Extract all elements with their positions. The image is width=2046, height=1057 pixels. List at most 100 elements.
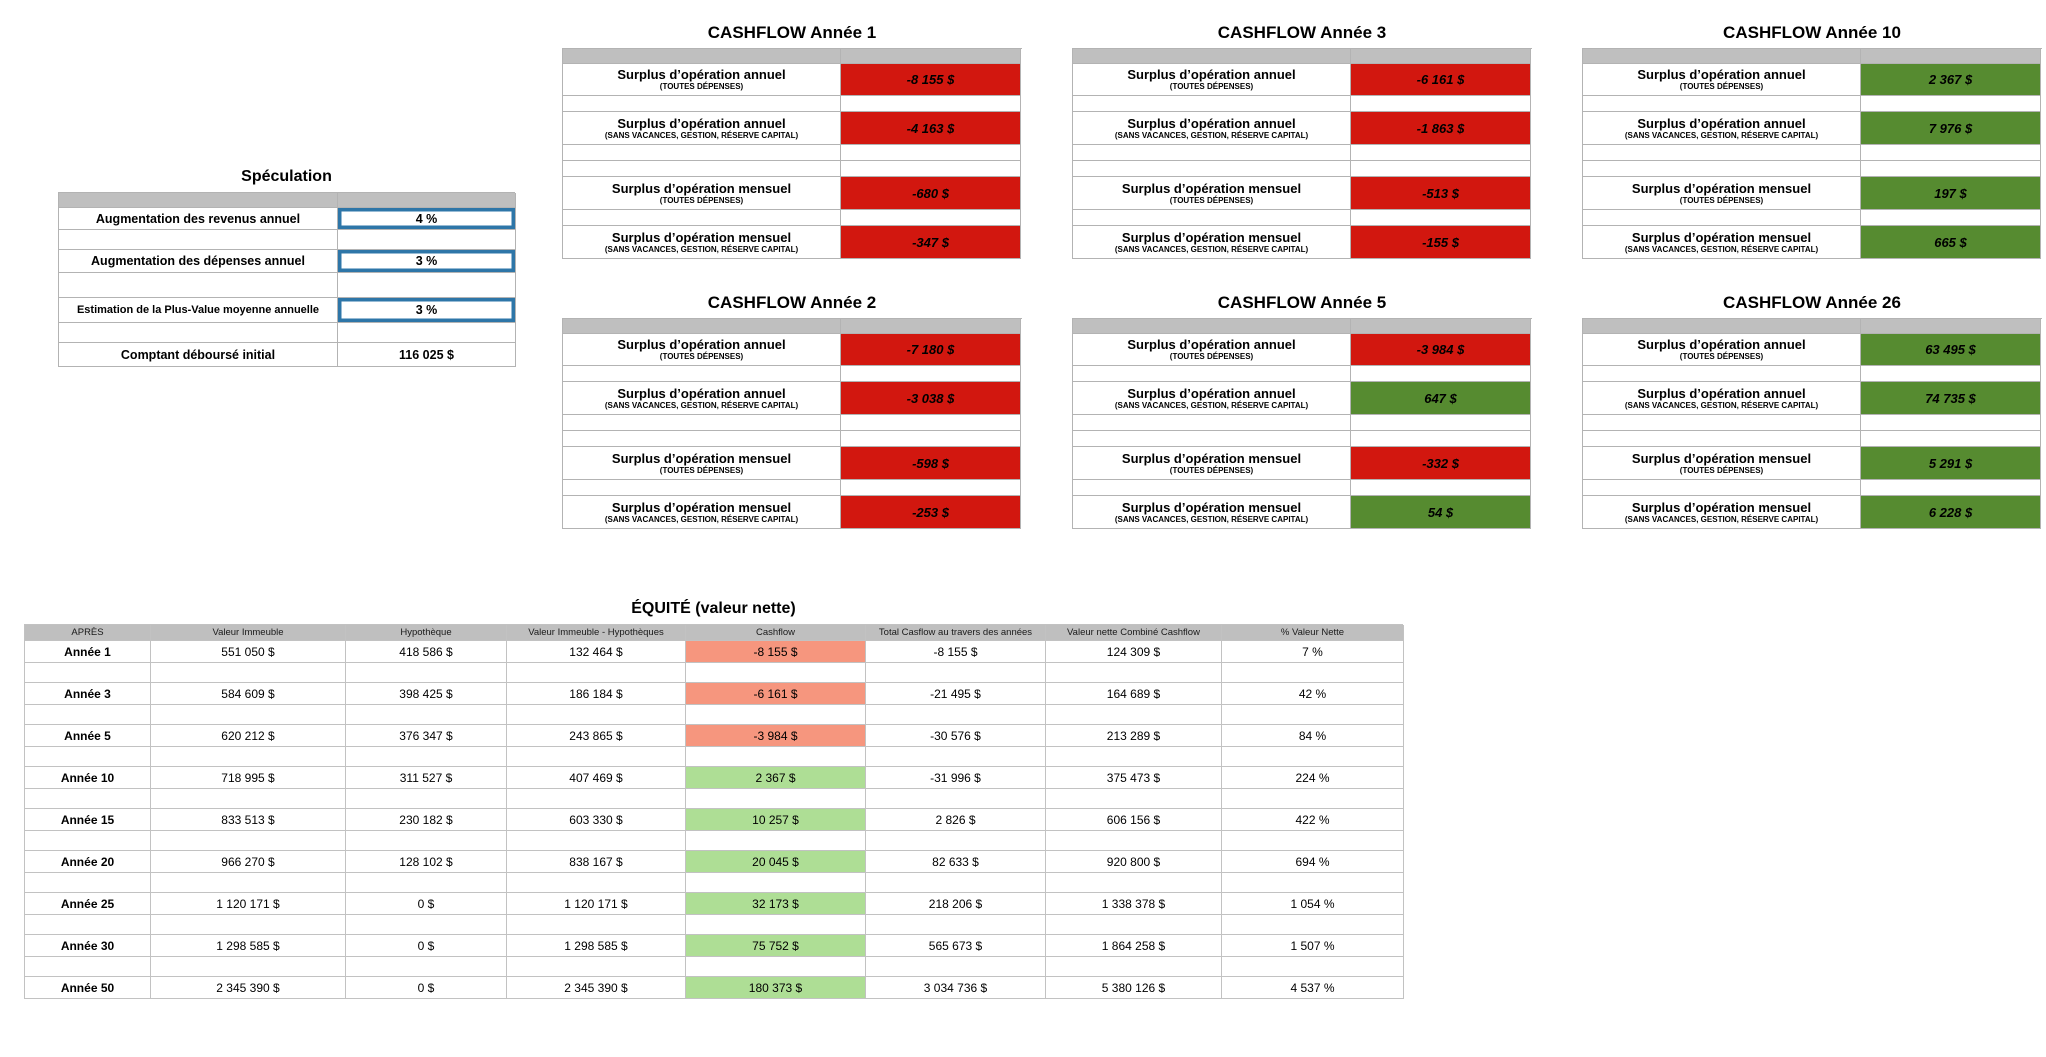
cashflow-value-cell[interactable]: -332 $ (1351, 447, 1531, 480)
equity-cell-pct[interactable]: 224 % (1222, 767, 1404, 789)
equity-cell-total-cashflow[interactable]: -8 155 $ (866, 641, 1046, 663)
equity-cell-cashflow[interactable]: 32 173 $ (686, 893, 866, 915)
equity-cell-cashflow[interactable]: 20 045 $ (686, 851, 866, 873)
cashflow-value-cell[interactable]: -4 163 $ (841, 112, 1021, 145)
equity-cell-hypotheque[interactable]: 0 $ (346, 977, 507, 999)
equity-cell-vi-hyp[interactable]: 243 865 $ (507, 725, 686, 747)
cashflow-value-cell[interactable]: -3 038 $ (841, 382, 1021, 415)
equity-cell-annee[interactable]: Année 25 (25, 893, 151, 915)
equity-cell-cashflow[interactable]: -8 155 $ (686, 641, 866, 663)
equity-cell-cashflow[interactable]: 180 373 $ (686, 977, 866, 999)
cashflow-value-cell[interactable]: -3 984 $ (1351, 334, 1531, 366)
equity-cell-hypotheque[interactable]: 398 425 $ (346, 683, 507, 705)
equity-cell-total-cashflow[interactable]: 218 206 $ (866, 893, 1046, 915)
cashflow-value-cell[interactable]: 54 $ (1351, 496, 1531, 529)
equity-cell-valeur-nette[interactable]: 124 309 $ (1046, 641, 1222, 663)
equity-cell-hypotheque[interactable]: 128 102 $ (346, 851, 507, 873)
equity-cell-pct[interactable]: 422 % (1222, 809, 1404, 831)
equity-cell-pct[interactable]: 1 507 % (1222, 935, 1404, 957)
equity-cell-pct[interactable]: 694 % (1222, 851, 1404, 873)
equity-cell-total-cashflow[interactable]: 82 633 $ (866, 851, 1046, 873)
equity-cell-annee[interactable]: Année 30 (25, 935, 151, 957)
equity-cell-pct[interactable]: 1 054 % (1222, 893, 1404, 915)
cashflow-value-cell[interactable]: 6 228 $ (1861, 496, 2041, 529)
cashflow-value-cell[interactable]: -513 $ (1351, 177, 1531, 210)
equity-cell-annee[interactable]: Année 10 (25, 767, 151, 789)
equity-cell-valeur-immeuble[interactable]: 1 120 171 $ (151, 893, 346, 915)
equity-cell-annee[interactable]: Année 3 (25, 683, 151, 705)
equity-cell-vi-hyp[interactable]: 132 464 $ (507, 641, 686, 663)
cashflow-value-cell[interactable]: -155 $ (1351, 226, 1531, 259)
equity-cell-vi-hyp[interactable]: 603 330 $ (507, 809, 686, 831)
speculation-input-cell-revenus[interactable]: 4 % (338, 208, 516, 230)
speculation-input-cell-plus-value[interactable]: 3 % (338, 298, 516, 323)
cashflow-value-cell[interactable]: 647 $ (1351, 382, 1531, 415)
equity-cell-annee[interactable]: Année 50 (25, 977, 151, 999)
speculation-input-cell-depenses[interactable]: 3 % (338, 250, 516, 273)
equity-cell-hypotheque[interactable]: 230 182 $ (346, 809, 507, 831)
cashflow-value-cell[interactable]: 665 $ (1861, 226, 2041, 259)
equity-cell-annee[interactable]: Année 20 (25, 851, 151, 873)
equity-cell-cashflow[interactable]: 75 752 $ (686, 935, 866, 957)
equity-cell-vi-hyp[interactable]: 838 167 $ (507, 851, 686, 873)
equity-cell-annee[interactable]: Année 15 (25, 809, 151, 831)
cashflow-value-cell[interactable]: 197 $ (1861, 177, 2041, 210)
equity-cell-valeur-nette[interactable]: 920 800 $ (1046, 851, 1222, 873)
cashflow-value-cell[interactable]: -6 161 $ (1351, 64, 1531, 96)
equity-cell-hypotheque[interactable]: 376 347 $ (346, 725, 507, 747)
cashflow-value-cell[interactable]: -253 $ (841, 496, 1021, 529)
equity-cell-cashflow[interactable]: -3 984 $ (686, 725, 866, 747)
equity-cell-valeur-immeuble[interactable]: 833 513 $ (151, 809, 346, 831)
equity-cell-total-cashflow[interactable]: 565 673 $ (866, 935, 1046, 957)
equity-cell-vi-hyp[interactable]: 1 120 171 $ (507, 893, 686, 915)
equity-cell-valeur-nette[interactable]: 1 864 258 $ (1046, 935, 1222, 957)
equity-cell-valeur-nette[interactable]: 164 689 $ (1046, 683, 1222, 705)
equity-cell-vi-hyp[interactable]: 186 184 $ (507, 683, 686, 705)
equity-cell-pct[interactable]: 84 % (1222, 725, 1404, 747)
equity-cell-valeur-nette[interactable]: 606 156 $ (1046, 809, 1222, 831)
equity-cell-valeur-immeuble[interactable]: 551 050 $ (151, 641, 346, 663)
equity-cell-total-cashflow[interactable]: -30 576 $ (866, 725, 1046, 747)
equity-cell-valeur-immeuble[interactable]: 2 345 390 $ (151, 977, 346, 999)
equity-cell-annee[interactable]: Année 5 (25, 725, 151, 747)
equity-cell-valeur-immeuble[interactable]: 620 212 $ (151, 725, 346, 747)
equity-cell-vi-hyp[interactable]: 1 298 585 $ (507, 935, 686, 957)
equity-cell-vi-hyp[interactable]: 2 345 390 $ (507, 977, 686, 999)
equity-cell-valeur-immeuble[interactable]: 718 995 $ (151, 767, 346, 789)
speculation-cell-comptant[interactable]: 116 025 $ (338, 343, 516, 367)
cashflow-value-cell[interactable]: 5 291 $ (1861, 447, 2041, 480)
cashflow-value-cell[interactable]: 2 367 $ (1861, 64, 2041, 96)
equity-cell-total-cashflow[interactable]: -21 495 $ (866, 683, 1046, 705)
cashflow-value-cell[interactable]: -1 863 $ (1351, 112, 1531, 145)
cashflow-value-cell[interactable]: 63 495 $ (1861, 334, 2041, 366)
equity-cell-total-cashflow[interactable]: 3 034 736 $ (866, 977, 1046, 999)
equity-cell-valeur-immeuble[interactable]: 966 270 $ (151, 851, 346, 873)
equity-cell-valeur-immeuble[interactable]: 584 609 $ (151, 683, 346, 705)
equity-cell-annee[interactable]: Année 1 (25, 641, 151, 663)
equity-cell-valeur-immeuble[interactable]: 1 298 585 $ (151, 935, 346, 957)
equity-cell-total-cashflow[interactable]: 2 826 $ (866, 809, 1046, 831)
equity-cell-total-cashflow[interactable]: -31 996 $ (866, 767, 1046, 789)
cashflow-value-cell[interactable]: -347 $ (841, 226, 1021, 259)
equity-cell-hypotheque[interactable]: 311 527 $ (346, 767, 507, 789)
equity-cell-cashflow[interactable]: 2 367 $ (686, 767, 866, 789)
equity-cell-valeur-nette[interactable]: 213 289 $ (1046, 725, 1222, 747)
equity-cell-valeur-nette[interactable]: 5 380 126 $ (1046, 977, 1222, 999)
equity-cell-hypotheque[interactable]: 0 $ (346, 935, 507, 957)
equity-cell-vi-hyp[interactable]: 407 469 $ (507, 767, 686, 789)
equity-cell-cashflow[interactable]: -6 161 $ (686, 683, 866, 705)
cashflow-value-cell[interactable]: -598 $ (841, 447, 1021, 480)
equity-cell-hypotheque[interactable]: 0 $ (346, 893, 507, 915)
equity-cell-pct[interactable]: 42 % (1222, 683, 1404, 705)
equity-cell-hypotheque[interactable]: 418 586 $ (346, 641, 507, 663)
equity-cell-pct[interactable]: 4 537 % (1222, 977, 1404, 999)
equity-cell-cashflow[interactable]: 10 257 $ (686, 809, 866, 831)
cashflow-value-cell[interactable]: -680 $ (841, 177, 1021, 210)
cashflow-value-cell[interactable]: 74 735 $ (1861, 382, 2041, 415)
cashflow-value-cell[interactable]: -7 180 $ (841, 334, 1021, 366)
cashflow-value-cell[interactable]: -8 155 $ (841, 64, 1021, 96)
equity-cell-valeur-nette[interactable]: 1 338 378 $ (1046, 893, 1222, 915)
cashflow-value-cell[interactable]: 7 976 $ (1861, 112, 2041, 145)
equity-cell-pct[interactable]: 7 % (1222, 641, 1404, 663)
equity-cell-valeur-nette[interactable]: 375 473 $ (1046, 767, 1222, 789)
